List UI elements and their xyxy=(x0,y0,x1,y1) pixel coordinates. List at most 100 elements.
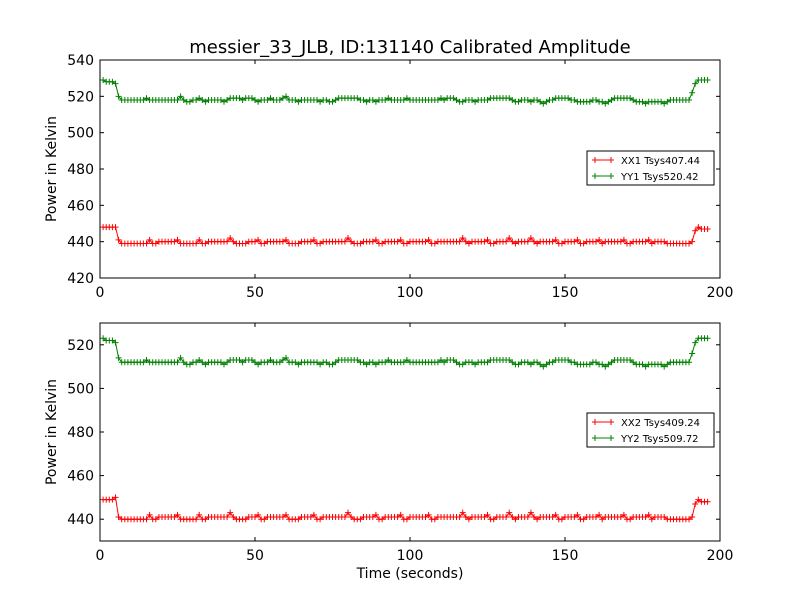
data-point-marker xyxy=(472,361,479,368)
data-point-marker xyxy=(279,238,286,245)
data-point-marker xyxy=(534,516,541,523)
data-point-marker xyxy=(329,361,336,368)
data-point-marker xyxy=(627,240,634,247)
data-point-marker xyxy=(506,235,513,242)
data-point-marker xyxy=(329,98,336,105)
data-point-marker xyxy=(115,354,122,361)
legend-entry-label: YY1 Tsys520.42 xyxy=(620,172,699,183)
data-point-marker xyxy=(177,354,184,361)
data-point-marker xyxy=(202,240,209,247)
x-tick-label: 150 xyxy=(552,548,579,564)
data-point-marker xyxy=(115,93,122,100)
data-point-marker xyxy=(360,96,367,103)
data-point-marker xyxy=(112,80,119,87)
data-point-marker xyxy=(509,514,516,521)
data-point-marker xyxy=(224,514,231,521)
data-point-marker xyxy=(314,96,320,103)
data-point-marker xyxy=(664,98,671,105)
data-point-marker xyxy=(593,238,599,245)
data-point-marker xyxy=(186,98,193,105)
data-point-marker xyxy=(236,95,243,102)
data-point-marker xyxy=(146,236,153,243)
data-point-marker xyxy=(109,78,116,85)
data-point-marker xyxy=(140,96,147,103)
data-point-marker xyxy=(363,98,370,105)
data-point-marker xyxy=(686,240,692,247)
data-point-marker xyxy=(248,95,255,102)
y-tick-label: 540 xyxy=(67,53,94,69)
data-point-marker xyxy=(255,511,262,518)
data-point-marker xyxy=(571,514,578,521)
data-point-marker xyxy=(549,359,556,366)
data-point-marker xyxy=(639,98,646,105)
data-point-marker xyxy=(552,511,559,518)
data-point-marker xyxy=(152,240,159,247)
x-tick-label: 200 xyxy=(707,285,734,301)
data-point-marker xyxy=(661,514,668,521)
data-point-marker xyxy=(199,359,206,366)
data-point-marker xyxy=(310,511,317,518)
data-point-marker xyxy=(112,339,119,346)
data-point-marker xyxy=(565,95,572,102)
data-point-marker xyxy=(571,238,578,245)
data-point-marker xyxy=(689,514,696,521)
data-point-marker xyxy=(459,235,466,242)
data-point-marker xyxy=(174,511,181,518)
data-point-marker xyxy=(267,357,274,364)
data-point-marker xyxy=(692,80,699,87)
data-point-marker xyxy=(264,96,271,103)
data-point-marker xyxy=(596,511,603,518)
data-point-marker xyxy=(239,96,246,103)
data-point-marker xyxy=(459,98,466,105)
y-tick-label: 440 xyxy=(67,512,94,528)
data-point-marker xyxy=(571,359,578,366)
data-point-marker xyxy=(704,76,711,83)
legend-box xyxy=(586,412,715,448)
data-point-marker xyxy=(605,98,612,105)
data-point-marker xyxy=(506,357,513,364)
data-point-marker xyxy=(196,511,203,518)
data-point-marker xyxy=(422,514,429,521)
data-point-marker xyxy=(276,359,283,366)
data-point-marker xyxy=(261,240,268,247)
data-point-marker xyxy=(202,361,209,368)
data-point-marker xyxy=(689,350,696,357)
series-line xyxy=(102,79,708,105)
data-point-marker xyxy=(385,95,392,102)
data-point-marker xyxy=(549,514,556,521)
data-point-marker xyxy=(255,98,262,105)
data-point-marker xyxy=(627,95,634,102)
data-point-marker xyxy=(459,509,466,516)
data-point-marker xyxy=(115,514,122,521)
data-point-marker xyxy=(193,240,200,247)
data-point-marker xyxy=(397,511,404,518)
data-point-marker xyxy=(252,238,258,245)
data-point-marker xyxy=(661,100,668,107)
y-tick-label: 420 xyxy=(67,271,94,287)
data-point-marker xyxy=(382,96,389,103)
data-point-marker xyxy=(617,514,624,521)
legend-swatch-marker xyxy=(592,173,598,179)
data-point-marker xyxy=(549,96,556,103)
data-point-marker xyxy=(239,359,246,366)
legend: XX1 Tsys407.44 YY1 Tsys520.42 xyxy=(586,150,715,186)
data-point-marker xyxy=(695,224,702,231)
data-point-marker xyxy=(221,361,227,368)
data-point-marker xyxy=(425,236,432,243)
y-axis-label: Power in Kelvin xyxy=(44,116,60,222)
data-point-marker xyxy=(450,357,457,364)
data-point-marker xyxy=(174,96,181,103)
panel-1: 0 50 100 150 200 420 440 460 480 500 520 540 Power i… xyxy=(44,53,733,301)
data-point-marker xyxy=(434,96,441,103)
data-point-marker xyxy=(369,514,376,521)
data-point-marker xyxy=(283,354,289,361)
data-point-marker xyxy=(146,511,153,518)
data-point-marker xyxy=(174,236,181,243)
data-point-marker xyxy=(642,238,649,245)
data-point-marker xyxy=(317,516,324,523)
data-point-marker xyxy=(379,516,386,523)
data-point-marker xyxy=(509,96,516,103)
y-tick-label: 520 xyxy=(67,89,94,105)
data-point-marker xyxy=(397,236,404,243)
data-point-marker xyxy=(403,357,410,364)
